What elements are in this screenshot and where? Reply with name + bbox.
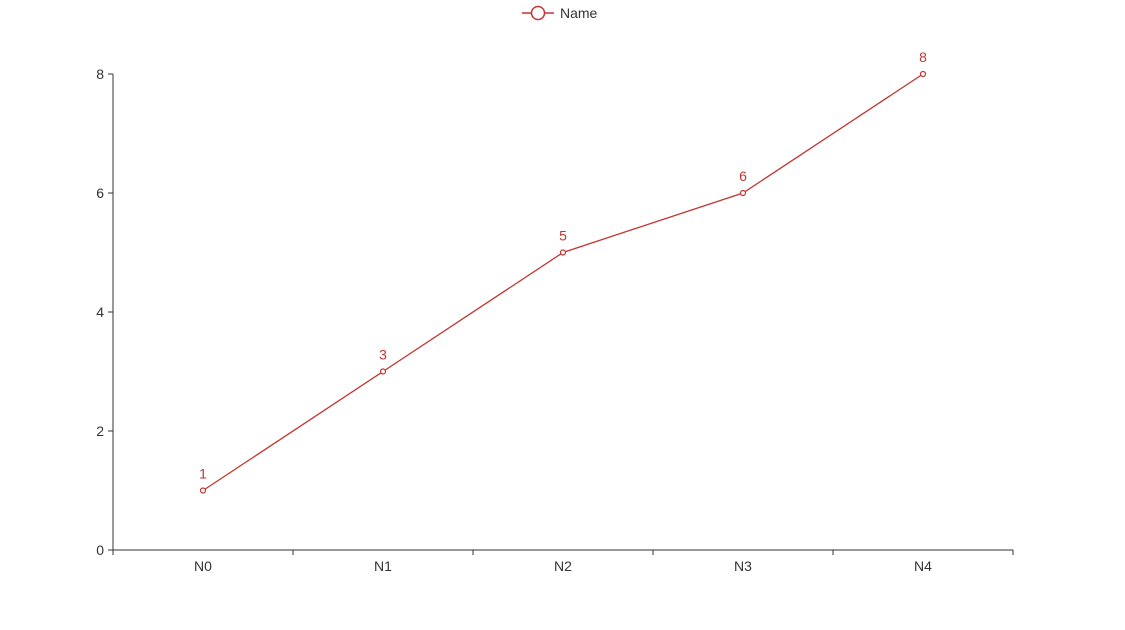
chart-legend[interactable]: Name [522,5,598,21]
data-label: 8 [919,49,927,65]
y-tick-label: 0 [96,542,104,558]
legend-series-name: Name [560,5,598,21]
x-tick-label: N3 [734,558,752,574]
legend-circle-icon [530,5,546,21]
data-point [559,249,567,256]
data-label: 3 [379,347,387,363]
x-tick-label: N2 [554,558,572,574]
x-tick-label: N4 [914,558,932,574]
data-label: 5 [559,228,567,244]
y-tick-label: 6 [96,185,104,201]
y-tick-label: 4 [96,304,104,320]
series-line [202,73,924,492]
data-point [739,189,747,197]
data-point [199,487,207,494]
y-axis: 0 2 4 6 8 [96,66,114,558]
x-axis: N0 N1 N2 N3 N4 [112,549,1014,574]
data-label: 1 [199,466,207,482]
series-layer: 1 3 5 6 8 [199,49,927,494]
y-tick-label: 2 [96,423,104,439]
data-point [379,368,387,375]
x-tick-label: N1 [374,558,392,574]
data-label: 6 [739,168,747,184]
data-point [919,70,927,78]
y-tick-label: 8 [96,66,104,82]
x-tick-label: N0 [194,558,212,574]
